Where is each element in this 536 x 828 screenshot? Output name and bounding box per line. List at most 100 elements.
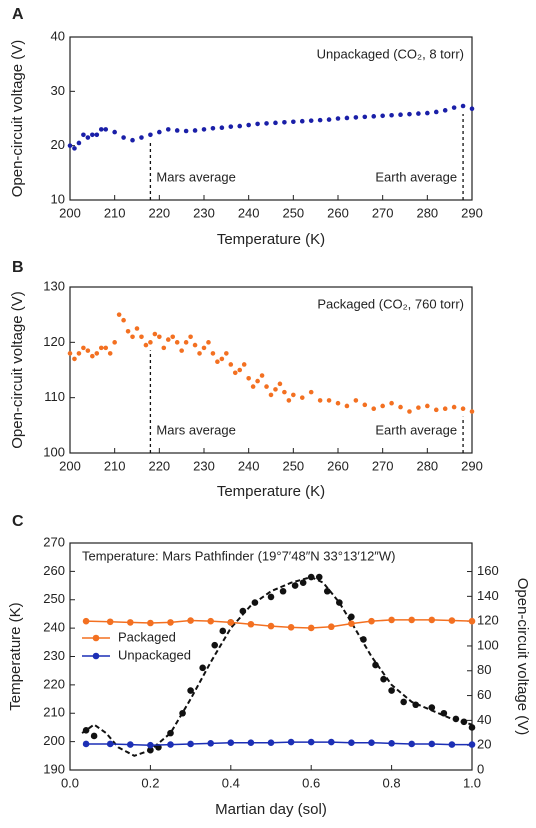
x-axis-title: Temperature (K) [217,483,325,500]
data-point [407,409,412,414]
y2-tick-label: 140 [477,588,499,603]
data-point [448,741,456,748]
data-point [389,400,394,406]
x-tick-label: 240 [238,205,260,220]
data-point [148,132,153,138]
data-point [90,132,95,138]
data-point [451,404,457,410]
data-point [307,738,315,746]
legend-label: Packaged [118,629,176,644]
x-tick-label: 290 [461,205,483,220]
data-point [287,738,295,746]
data-point [210,351,216,356]
data-point [348,620,355,627]
data-point [82,740,90,748]
data-point [308,118,314,123]
data-point [416,111,421,116]
data-point [348,739,355,747]
data-point [67,351,73,356]
y-tick-label: 240 [43,620,65,635]
data-point [291,119,296,125]
data-point [308,389,314,395]
y-tick-label: 210 [43,705,65,720]
y-tick-label: 220 [43,676,65,691]
x-tick-label: 1.0 [463,775,481,790]
data-point [188,334,193,340]
data-point [299,579,307,587]
y2-tick-label: 80 [477,662,491,677]
data-point [282,389,287,395]
data-point [247,739,255,747]
data-point [398,404,403,410]
data-point [273,387,278,392]
data-point [368,739,375,747]
data-point [286,398,292,403]
data-point [107,351,113,356]
data-point [469,106,475,112]
data-point [287,624,295,631]
plot-frame [69,286,473,454]
data-point [207,617,214,625]
data-point [82,617,90,625]
series-line [81,575,473,757]
data-point [299,395,305,400]
x-tick-label: 0.8 [383,775,401,790]
data-point [199,664,206,672]
y-tick-label: 110 [44,389,65,404]
data-point [85,348,91,353]
y2-tick-label: 60 [477,687,491,702]
data-point [187,740,194,748]
y2-tick-label: 160 [477,563,499,578]
data-point [368,617,375,625]
data-point [121,135,126,140]
x-tick-label: 250 [282,205,304,220]
data-point [328,623,335,631]
x-tick-label: 0.0 [61,775,79,790]
x-tick-label: 280 [416,458,438,473]
data-point [282,120,287,125]
data-point [192,128,198,133]
data-point [94,132,100,138]
data-point [353,398,359,403]
x-tick-label: 220 [148,458,170,473]
x-axis-title: Martian day (sol) [215,801,327,818]
chart-panel: C0.0 0.2 0.4 0.6 0.8 1.0190200210220230240250… [7,513,531,818]
data-point [246,122,251,128]
data-point [130,334,135,340]
y2-tick-label: 0 [477,761,484,776]
data-point [247,620,255,628]
data-point [210,125,216,131]
data-point [206,340,211,345]
data-point [372,661,379,669]
x-tick-label: 270 [372,205,394,220]
data-point [152,331,158,337]
data-point [328,738,335,746]
data-point [433,407,439,413]
data-point [468,741,476,748]
data-point [103,345,109,351]
data-point [187,687,194,694]
data-point [98,127,104,132]
data-point [103,127,109,132]
y-axis-title: Open-circuit voltage (V) [9,40,26,198]
data-point [371,114,377,119]
data-point [227,619,235,626]
data-point [106,740,114,748]
data-point [468,724,476,731]
y-axis-title: Open-circuit voltage (V) [9,291,26,449]
data-point [388,616,395,624]
y-tick-label: 270 [43,534,65,549]
data-point [72,356,77,362]
data-point [335,400,341,406]
data-point [167,619,174,626]
x-tick-label: 0.6 [302,775,320,790]
data-point [380,113,385,119]
data-point [380,675,387,683]
data-point [291,582,299,589]
data-point [362,114,368,120]
data-point [241,362,247,367]
data-point [344,115,350,121]
data-point [147,741,154,749]
data-point [116,312,122,317]
data-point [224,351,229,356]
